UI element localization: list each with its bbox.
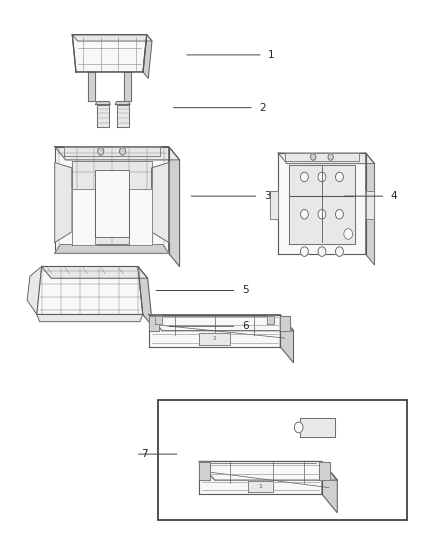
Text: 1: 1 (259, 484, 262, 489)
Text: 1: 1 (213, 336, 216, 341)
Text: 7: 7 (141, 449, 148, 459)
Polygon shape (72, 189, 95, 245)
Polygon shape (199, 462, 210, 480)
Polygon shape (152, 163, 169, 243)
Text: 1: 1 (268, 50, 275, 60)
Polygon shape (278, 153, 366, 254)
Polygon shape (72, 161, 152, 245)
Polygon shape (37, 266, 143, 314)
Circle shape (344, 229, 353, 239)
Polygon shape (149, 314, 280, 346)
Polygon shape (199, 462, 322, 494)
Polygon shape (285, 153, 359, 161)
Circle shape (336, 209, 343, 219)
Polygon shape (289, 165, 355, 244)
Polygon shape (199, 462, 337, 480)
Polygon shape (149, 316, 159, 330)
Text: 3: 3 (264, 191, 270, 201)
Circle shape (318, 172, 326, 182)
Polygon shape (248, 481, 273, 492)
Polygon shape (366, 191, 374, 219)
Polygon shape (319, 462, 330, 480)
Polygon shape (366, 153, 374, 265)
Polygon shape (55, 163, 72, 243)
Polygon shape (115, 101, 130, 104)
Circle shape (336, 172, 343, 182)
Polygon shape (97, 104, 109, 127)
Polygon shape (55, 147, 180, 160)
Polygon shape (169, 147, 180, 266)
Polygon shape (42, 266, 148, 278)
Polygon shape (95, 170, 129, 237)
Polygon shape (280, 316, 290, 330)
Circle shape (98, 148, 104, 155)
Circle shape (336, 247, 343, 256)
Polygon shape (138, 266, 152, 326)
Circle shape (318, 247, 326, 256)
Circle shape (328, 154, 333, 160)
Polygon shape (55, 147, 169, 253)
Polygon shape (95, 101, 110, 104)
Polygon shape (88, 72, 95, 101)
Text: 6: 6 (242, 321, 248, 331)
Polygon shape (72, 35, 152, 41)
Polygon shape (280, 314, 293, 362)
Circle shape (120, 148, 126, 155)
Polygon shape (64, 147, 159, 156)
Text: 5: 5 (242, 286, 248, 295)
Circle shape (318, 209, 326, 219)
Polygon shape (322, 462, 337, 513)
Circle shape (300, 209, 308, 219)
Polygon shape (124, 72, 131, 101)
Polygon shape (143, 35, 152, 78)
Polygon shape (278, 153, 374, 164)
Circle shape (311, 154, 316, 160)
Polygon shape (27, 266, 42, 314)
Polygon shape (72, 35, 147, 72)
Polygon shape (155, 316, 162, 324)
Polygon shape (149, 314, 293, 330)
Text: 4: 4 (391, 191, 397, 201)
Polygon shape (55, 245, 169, 253)
Bar (158, 400, 407, 520)
Polygon shape (117, 104, 129, 127)
Polygon shape (270, 191, 278, 219)
Polygon shape (199, 333, 230, 345)
Polygon shape (129, 189, 152, 245)
Circle shape (300, 172, 308, 182)
Polygon shape (37, 314, 143, 321)
Circle shape (300, 247, 308, 256)
Polygon shape (267, 316, 274, 324)
Circle shape (294, 422, 303, 433)
Text: 2: 2 (259, 103, 266, 112)
Polygon shape (300, 418, 335, 437)
